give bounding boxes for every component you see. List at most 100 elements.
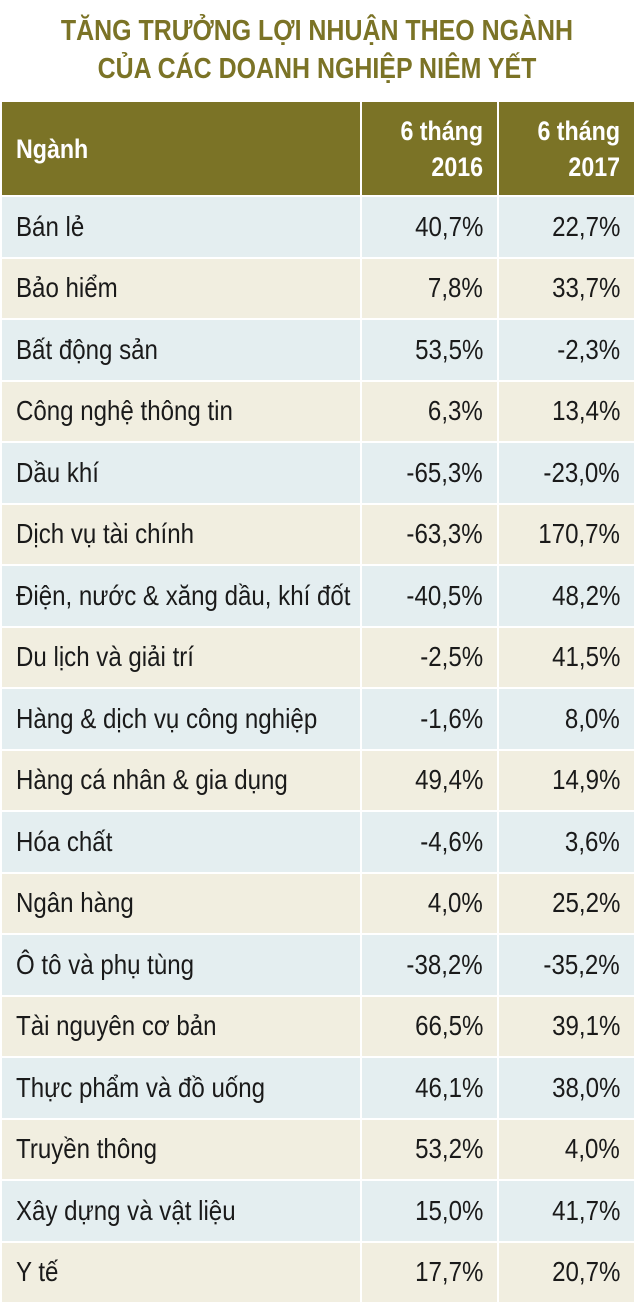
value-2016: 15,0% xyxy=(414,1194,483,1226)
value-2017: 39,1% xyxy=(551,1010,620,1042)
value-2016: 53,2% xyxy=(414,1133,483,1165)
cell-2017: 13,4% xyxy=(497,379,634,443)
sector-name: Du lịch và giải trí xyxy=(16,641,194,673)
header-2017-line2: 2017 xyxy=(568,151,620,182)
cell-sector: Hàng cá nhân & gia dụng xyxy=(0,748,362,812)
table-body: Bán lẻ 40,7% 22,7% Bảo hiểm 7,8% 33,7% Bất độn… xyxy=(0,195,634,1304)
table-row: Hóa chất -4,6% 3,6% xyxy=(0,810,634,874)
header-2016-line1: 6 tháng xyxy=(400,115,483,146)
value-2016: -1,6% xyxy=(420,702,483,734)
table-row: Điện, nước & xăng dầu, khí đốt -40,5% 48,2… xyxy=(0,564,634,628)
table-row: Tài nguyên cơ bản 66,5% 39,1% xyxy=(0,994,634,1058)
cell-sector: Thực phẩm và đồ uống xyxy=(0,1056,362,1120)
cell-2016: -63,3% xyxy=(360,502,499,566)
value-2017: 22,7% xyxy=(551,210,620,242)
table-row: Hàng & dịch vụ công nghiệp -1,6% 8,0% xyxy=(0,687,634,751)
value-2017: 33,7% xyxy=(551,272,620,304)
table-row: Truyền thông 53,2% 4,0% xyxy=(0,1117,634,1181)
value-2016: 40,7% xyxy=(414,210,483,242)
cell-sector: Du lịch và giải trí xyxy=(0,625,362,689)
header-2017: 6 tháng 2017 xyxy=(497,100,634,197)
cell-2017: 48,2% xyxy=(497,564,634,628)
cell-2016: 46,1% xyxy=(360,1056,499,1120)
sector-name: Bảo hiểm xyxy=(16,272,118,304)
value-2017: 41,7% xyxy=(551,1194,620,1226)
cell-sector: Bảo hiểm xyxy=(0,256,362,320)
cell-sector: Ô tô và phụ tùng xyxy=(0,933,362,997)
table-row: Dầu khí -65,3% -23,0% xyxy=(0,441,634,505)
value-2017: 48,2% xyxy=(551,579,620,611)
header-sector: Ngành xyxy=(0,100,362,197)
cell-2017: -23,0% xyxy=(497,441,634,505)
cell-sector: Xây dựng và vật liệu xyxy=(0,1179,362,1243)
sector-name: Xây dựng và vật liệu xyxy=(16,1194,236,1226)
value-2017: 20,7% xyxy=(551,1256,620,1288)
cell-2016: 7,8% xyxy=(360,256,499,320)
title-line-2: CỦA CÁC DOANH NGHIỆP NIÊM YẾT xyxy=(97,53,537,85)
sector-name: Hàng cá nhân & gia dụng xyxy=(16,764,288,796)
cell-2016: -2,5% xyxy=(360,625,499,689)
cell-2016: 66,5% xyxy=(360,994,499,1058)
cell-2017: 3,6% xyxy=(497,810,634,874)
table-title: TĂNG TRƯỞNG LỢI NHUẬN THEO NGÀNH CỦA CÁC… xyxy=(44,0,589,100)
cell-2016: 40,7% xyxy=(360,195,499,259)
cell-sector: Hàng & dịch vụ công nghiệp xyxy=(0,687,362,751)
table-row: Y tế 17,7% 20,7% xyxy=(0,1240,634,1304)
table-row: Bảo hiểm 7,8% 33,7% xyxy=(0,256,634,320)
sector-name: Dầu khí xyxy=(16,456,99,488)
cell-2016: -65,3% xyxy=(360,441,499,505)
cell-sector: Truyền thông xyxy=(0,1117,362,1181)
cell-sector: Ngân hàng xyxy=(0,871,362,935)
value-2016: 66,5% xyxy=(414,1010,483,1042)
cell-2017: 41,5% xyxy=(497,625,634,689)
cell-sector: Tài nguyên cơ bản xyxy=(0,994,362,1058)
table-row: Ô tô và phụ tùng -38,2% -35,2% xyxy=(0,933,634,997)
table-row: Thực phẩm và đồ uống 46,1% 38,0% xyxy=(0,1056,634,1120)
value-2016: -40,5% xyxy=(406,579,483,611)
value-2016: -2,5% xyxy=(420,641,483,673)
value-2016: -4,6% xyxy=(420,825,483,857)
cell-sector: Công nghệ thông tin xyxy=(0,379,362,443)
table-row: Dịch vụ tài chính -63,3% 170,7% xyxy=(0,502,634,566)
title-line-1: TĂNG TRƯỞNG LỢI NHUẬN THEO NGÀNH xyxy=(60,15,574,47)
sector-name: Bất động sản xyxy=(16,333,158,365)
value-2017: 4,0% xyxy=(565,1133,620,1165)
cell-sector: Dịch vụ tài chính xyxy=(0,502,362,566)
value-2017: -23,0% xyxy=(543,456,620,488)
value-2017: 3,6% xyxy=(565,825,620,857)
table-row: Bán lẻ 40,7% 22,7% xyxy=(0,195,634,259)
cell-2016: 49,4% xyxy=(360,748,499,812)
cell-2017: -35,2% xyxy=(497,933,634,997)
table-row: Ngân hàng 4,0% 25,2% xyxy=(0,871,634,935)
header-2017-line1: 6 tháng xyxy=(537,115,620,146)
value-2017: 8,0% xyxy=(565,702,620,734)
value-2016: 6,3% xyxy=(428,395,483,427)
table-row: Xây dựng và vật liệu 15,0% 41,7% xyxy=(0,1179,634,1243)
cell-2017: 22,7% xyxy=(497,195,634,259)
value-2016: 7,8% xyxy=(428,272,483,304)
cell-2016: -4,6% xyxy=(360,810,499,874)
cell-2017: 38,0% xyxy=(497,1056,634,1120)
value-2017: -35,2% xyxy=(543,948,620,980)
sector-name: Dịch vụ tài chính xyxy=(16,518,195,550)
cell-2017: 170,7% xyxy=(497,502,634,566)
sector-name: Ô tô và phụ tùng xyxy=(16,948,195,980)
sector-name: Ngân hàng xyxy=(16,887,134,919)
value-2016: -63,3% xyxy=(406,518,483,550)
cell-2017: 20,7% xyxy=(497,1240,634,1304)
cell-2016: 17,7% xyxy=(360,1240,499,1304)
header-2016-line2: 2016 xyxy=(431,151,483,182)
value-2016: 17,7% xyxy=(414,1256,483,1288)
cell-2016: 4,0% xyxy=(360,871,499,935)
cell-2016: -1,6% xyxy=(360,687,499,751)
value-2017: 38,0% xyxy=(551,1071,620,1103)
cell-sector: Điện, nước & xăng dầu, khí đốt xyxy=(0,564,362,628)
sector-name: Y tế xyxy=(16,1256,59,1288)
cell-2016: 53,2% xyxy=(360,1117,499,1181)
cell-2017: 8,0% xyxy=(497,687,634,751)
cell-2016: -40,5% xyxy=(360,564,499,628)
table-row: Du lịch và giải trí -2,5% 41,5% xyxy=(0,625,634,689)
profit-growth-table: Ngành 6 tháng 2016 6 tháng 2017 Bán lẻ 40… xyxy=(0,100,634,1304)
cell-2017: 14,9% xyxy=(497,748,634,812)
